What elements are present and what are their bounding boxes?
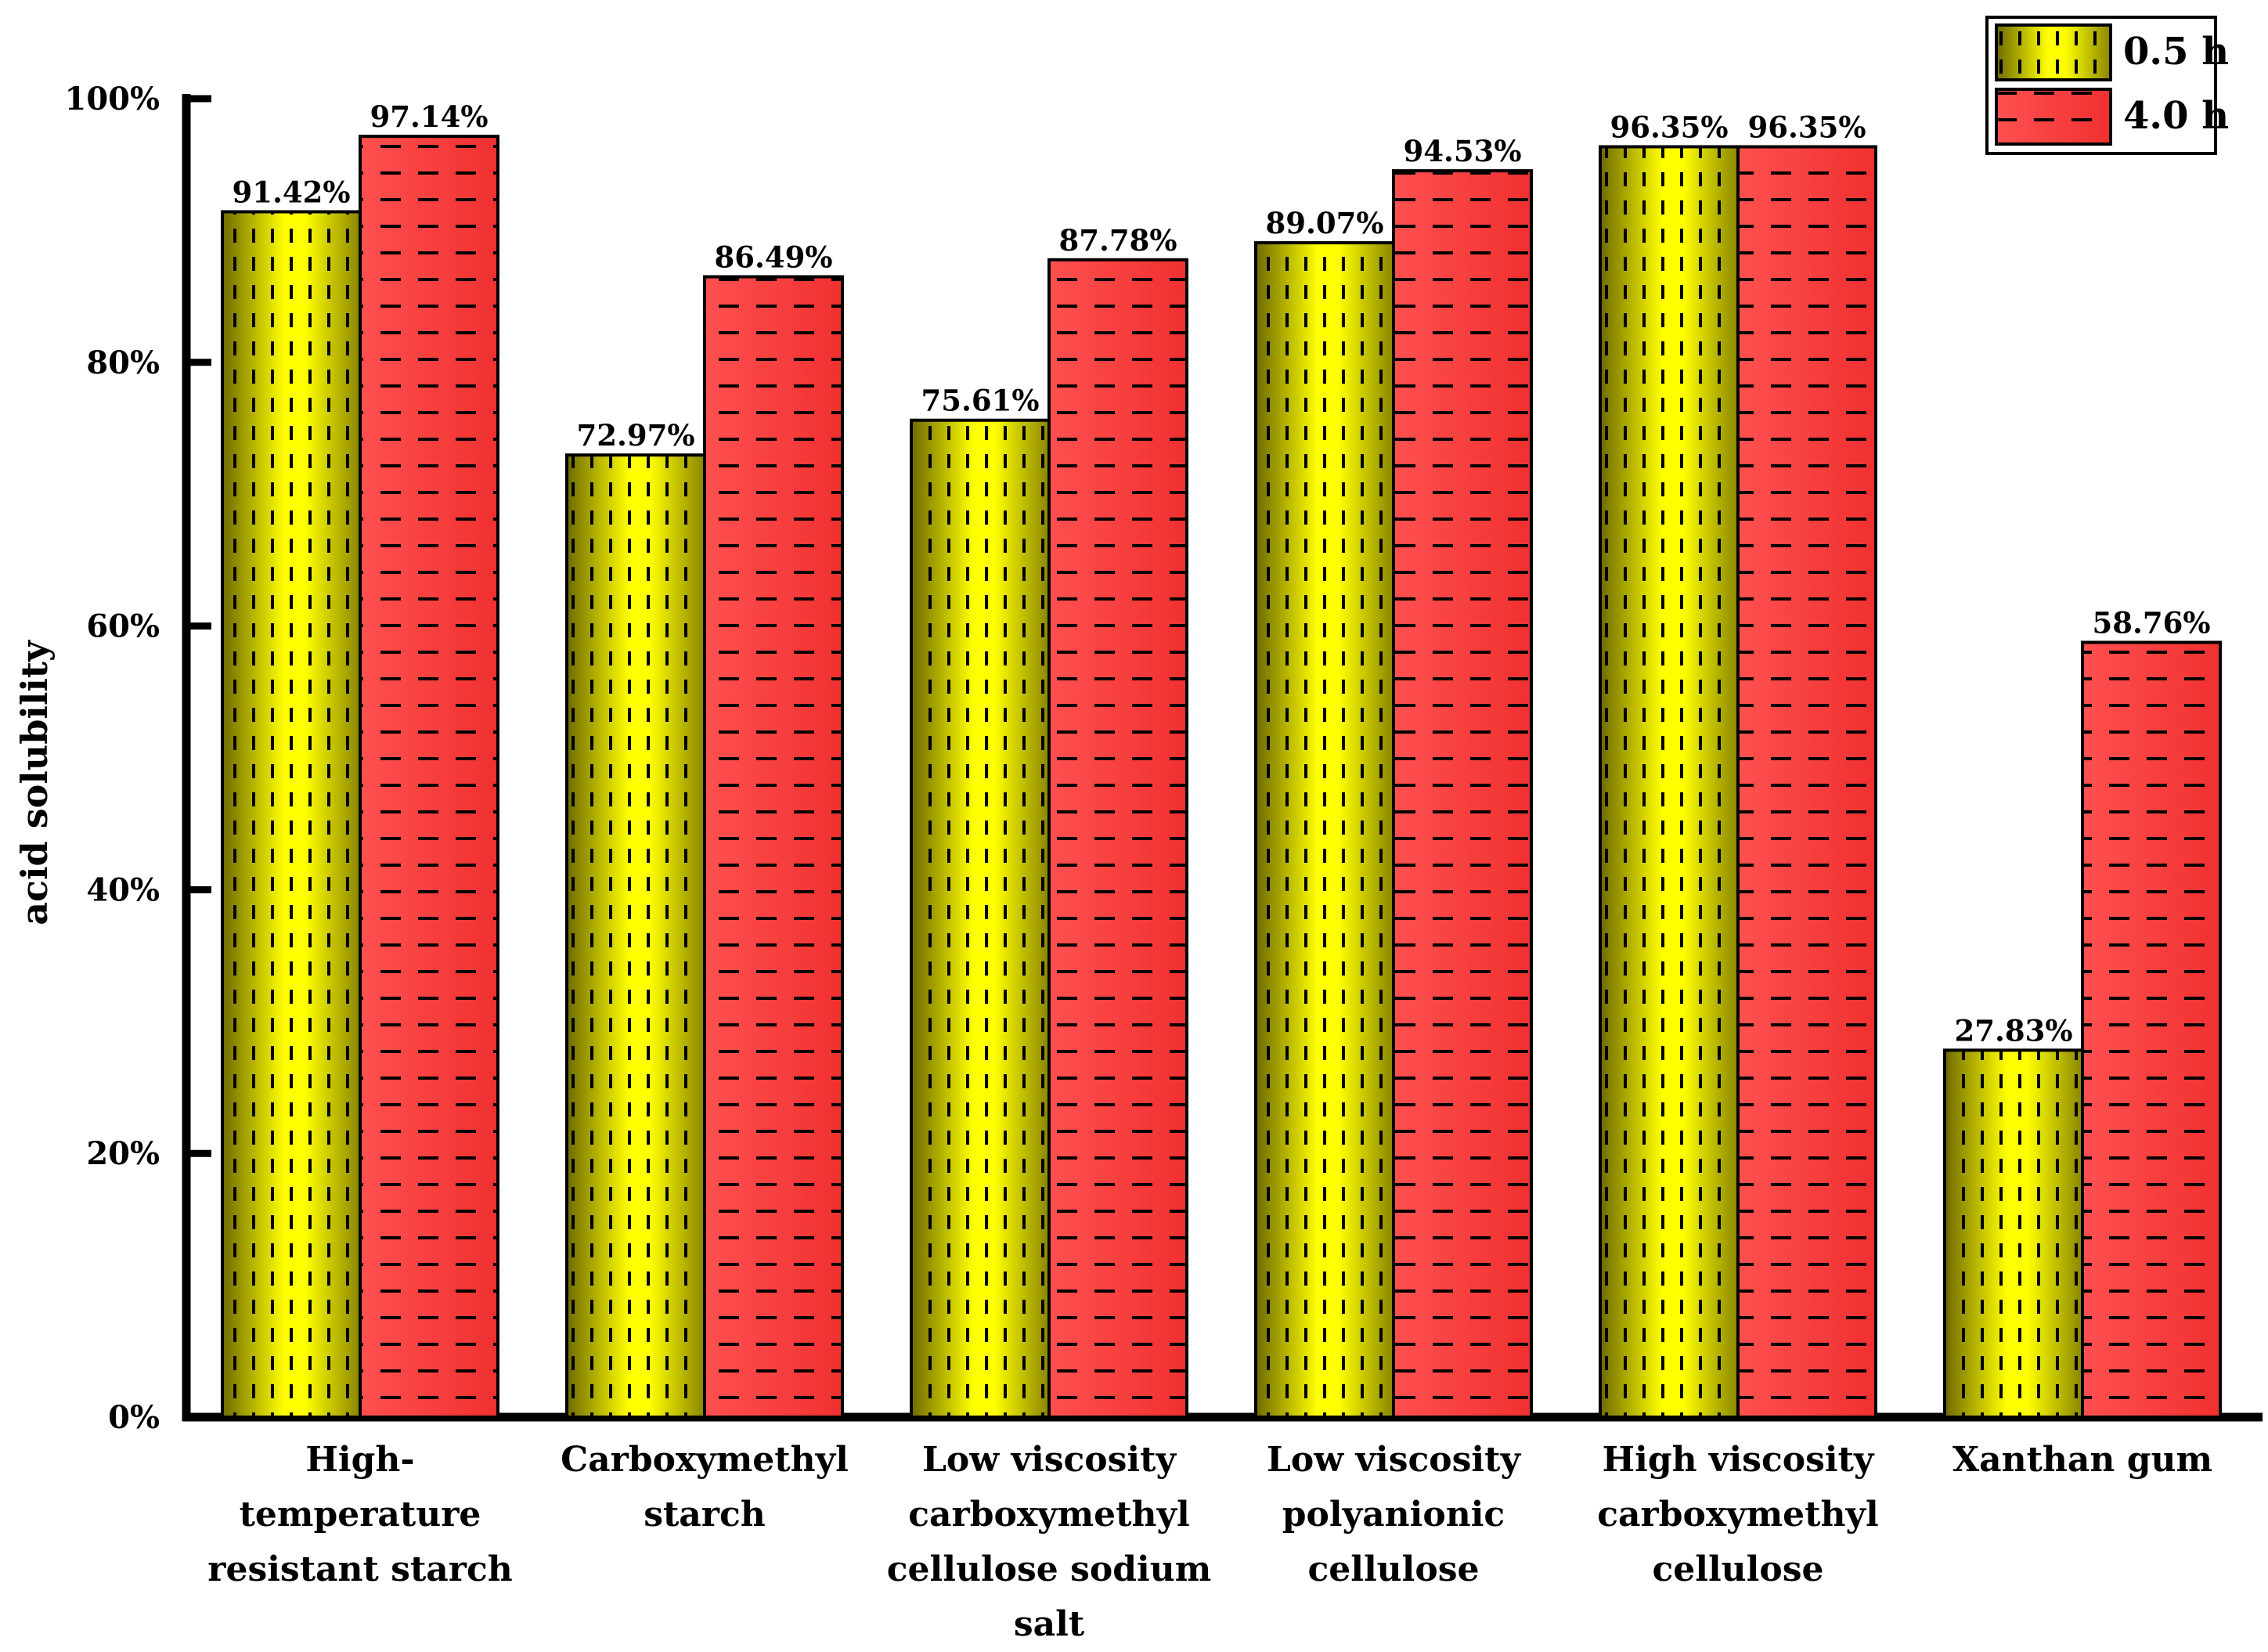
bar-outline — [1047, 258, 1188, 1419]
axes: 0% 20% 40% 60% 80% 100% — [64, 81, 2263, 1436]
bar — [1599, 145, 1740, 1419]
x-tick-label-line: Low viscosity — [921, 1440, 1177, 1480]
bar-pattern — [222, 211, 360, 1418]
legend-label: 4.0 h — [2123, 94, 2229, 138]
data-label: 87.78% — [1058, 223, 1177, 258]
data-label: 94.53% — [1403, 134, 1521, 168]
legend-swatch-pattern — [1996, 89, 2111, 144]
data-label: 58.76% — [2092, 605, 2210, 640]
legend-item: 4.0 h — [1995, 88, 2229, 146]
x-tick-label-line: resistant starch — [207, 1549, 513, 1589]
x-tick-label-line: cellulose — [1652, 1549, 1824, 1589]
x-tick-label-line: salt — [1013, 1604, 1085, 1644]
legend-label: 0.5 h — [2123, 30, 2229, 74]
x-tick-label: Low viscosity polyanionic cellulose — [1221, 1433, 1566, 1597]
x-tick-label-line: carboxymethyl — [1597, 1495, 1879, 1535]
value-labels: 91.42% 97.14% 72.97% 86.49% 75.61% 87.78% 89.0… — [232, 99, 2210, 1048]
x-tick-label-line: cellulose — [1307, 1549, 1480, 1589]
x-tick-label: Carboxymethyl starch — [532, 1433, 877, 1542]
bar — [1392, 169, 1533, 1419]
bar-pattern — [1049, 259, 1187, 1417]
y-tick-label: 100% — [64, 81, 160, 117]
legend-swatch-outline — [1995, 88, 2112, 146]
bar-outline — [2081, 640, 2222, 1419]
x-tick-label: Xanthan gum — [1910, 1433, 2255, 1488]
bar — [1254, 241, 1395, 1419]
x-tick-label: High viscosity carboxymethyl cellulose — [1566, 1433, 1910, 1597]
data-label: 97.14% — [370, 99, 488, 134]
bar-pattern — [1738, 146, 1876, 1417]
data-label: 89.07% — [1265, 206, 1383, 240]
legend: 0.5 h 4.0 h — [1985, 16, 2229, 155]
bar-outline — [1392, 169, 1533, 1419]
bar — [1736, 145, 1877, 1419]
y-tick-label: 80% — [86, 344, 160, 381]
legend-swatch-pattern — [1996, 25, 2111, 80]
legend-swatch-outline — [1995, 23, 2112, 81]
bar-pattern — [1394, 171, 1531, 1418]
bar — [910, 418, 1051, 1419]
y-tick-label: 40% — [86, 871, 160, 908]
bar-pattern — [1945, 1050, 2082, 1417]
bar-pattern — [2082, 642, 2220, 1417]
data-label: 27.83% — [1954, 1013, 2072, 1048]
x-tick-label-line: starch — [644, 1495, 766, 1535]
x-tick-label-line: High viscosity — [1602, 1440, 1874, 1480]
x-tick-label-line: cellulose sodium — [886, 1549, 1212, 1589]
bar-outline — [703, 275, 844, 1419]
data-label: 86.49% — [714, 240, 832, 275]
data-label: 96.35% — [1610, 110, 1728, 144]
y-tick-label: 20% — [86, 1135, 160, 1172]
data-label: 91.42% — [232, 175, 350, 209]
bar — [565, 453, 706, 1419]
bar — [1047, 258, 1188, 1419]
y-tick-label: 0% — [108, 1399, 160, 1436]
bar-pattern — [1256, 243, 1394, 1418]
bar-outline — [359, 135, 499, 1419]
x-tick-label-line: Low viscosity — [1266, 1440, 1521, 1480]
bars — [221, 135, 2222, 1419]
bar-pattern — [911, 420, 1049, 1418]
x-tick-label-line: polyanionic — [1282, 1495, 1505, 1535]
data-label: 72.97% — [576, 418, 694, 453]
x-tick-label-line: carboxymethyl — [908, 1495, 1190, 1535]
bar-pattern — [705, 276, 842, 1417]
bar — [221, 210, 362, 1419]
data-label: 96.35% — [1747, 110, 1866, 144]
bar-pattern — [360, 136, 498, 1418]
bar-pattern — [567, 455, 705, 1417]
bar — [359, 135, 499, 1419]
bar-outline — [1736, 145, 1877, 1419]
x-tick-label: High-temperature resistant starch — [188, 1433, 532, 1597]
y-axis-title: acid solubility — [13, 640, 56, 925]
bar — [2081, 640, 2222, 1419]
x-tick-label-line: Carboxymethyl — [561, 1440, 849, 1480]
x-tick-label-line: High-temperature — [239, 1440, 481, 1535]
bar — [1943, 1048, 2084, 1419]
bar — [703, 275, 844, 1419]
bar-pattern — [1600, 146, 1738, 1417]
x-tick-label-line: Xanthan gum — [1952, 1440, 2213, 1480]
x-tick-label: Low viscosity carboxymethyl cellulose sodi… — [877, 1433, 1221, 1652]
data-label: 75.61% — [921, 384, 1039, 418]
y-tick-label: 60% — [86, 608, 160, 645]
legend-item: 0.5 h — [1995, 23, 2229, 81]
